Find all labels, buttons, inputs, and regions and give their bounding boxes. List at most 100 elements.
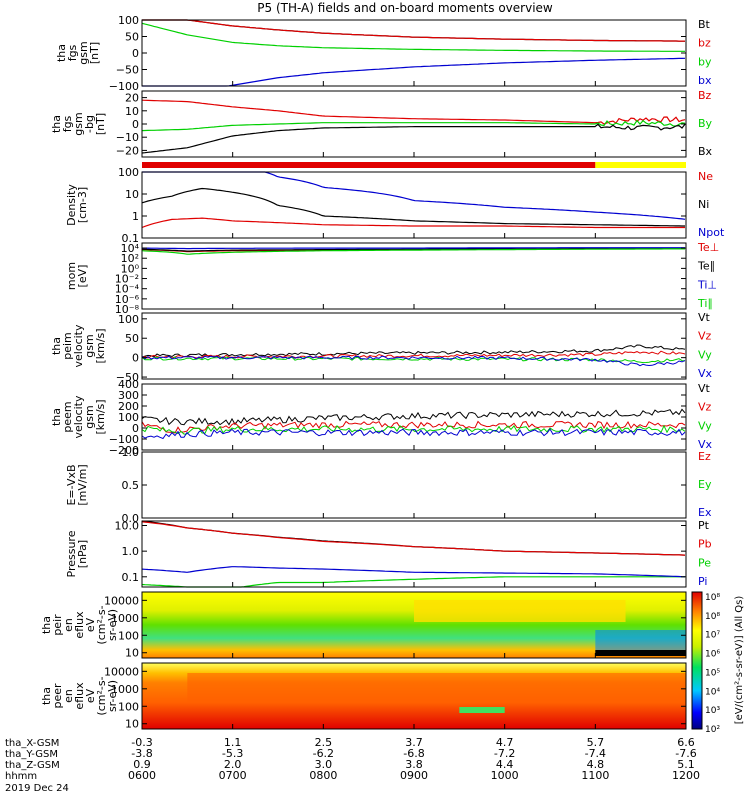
ytick-label-pressure: 10.0 [115,520,140,533]
ytick-label-peir: 10000 [104,594,139,607]
colorbar-label: 10⁴ [705,687,720,697]
ytick-label-peir: 100 [118,629,139,642]
xaxis-value: -5.3 [222,747,243,760]
xaxis-value: 2.5 [315,736,333,749]
series-fgs2-black [141,123,686,154]
ytick-label-fgs2: 0 [132,118,139,131]
ytick-label-peem: 400 [118,378,139,391]
xaxis-value: -7.6 [675,747,696,760]
xaxis-value: 0800 [309,769,337,782]
series-peem-green [141,424,686,435]
legend-mom: Te⊥ [697,241,719,254]
ytick-label-efield: 0.5 [122,479,140,492]
ytick-label-peer: 1000 [111,683,139,696]
ylabel-peem: velocity [72,395,85,438]
panel-peer: 10000 1000 100 10 thapeerenefluxeV(cm²-s-sr-… [40,662,687,731]
ytick-label-mom: 10⁻⁸ [115,303,140,316]
xaxis-value: 0.9 [133,758,151,771]
panels: 100500−50−100thafgsgsm[nT]Btbzbybx20100−… [40,14,725,731]
colorbar-label: 10⁸ [705,593,720,603]
mode-bar-yellow [595,162,686,168]
series-fgs1-black [142,19,685,42]
legend-mom: Te∥ [697,260,715,273]
colorbar: 10⁸ 10⁸ 10⁷ 10⁶ 10⁵ 10⁴ 10³ 10² [eV/(cm²-s-sr-eV… [691,591,745,735]
panel-frame-efield [141,451,687,519]
legend-efield: Ex [698,506,712,519]
series-density-red [141,217,685,229]
ytick-label-efield: 1.0 [122,446,140,459]
series-fgs2-red [141,99,686,125]
xaxis-value: 6.6 [677,736,695,749]
ylabel-peim: tha [50,337,63,355]
legend-pressure: Pi [698,575,707,588]
xaxis-value: 2.0 [224,758,242,771]
colorbar-label: 10⁷ [705,631,720,641]
legend-peim: Vx [698,367,713,380]
ylabel-peem: [km/s] [94,399,107,434]
ytick-label-mom: 10⁻⁴ [115,283,140,296]
xaxis-value: 0900 [400,769,428,782]
ylabel-efield: E=-VxB [65,464,78,505]
xaxis-value: 1200 [672,769,700,782]
peer-mid-band [187,673,687,703]
xaxis-value: 3.0 [315,758,333,771]
ylabel-peim: gsm [83,334,96,357]
legend-pressure: Pe [698,556,711,569]
ylabel-peem: peem [61,401,74,432]
xaxis-value: 1000 [491,769,519,782]
legend-peem: Vz [698,401,712,414]
ylabel-fgs2: fgs [61,115,74,132]
series-mom-blue [142,247,685,250]
legend-peem: Vt [698,382,711,395]
xaxis-row-label: tha_Z-GSM [5,760,60,771]
colorbar-label: 10⁶ [705,650,720,660]
series-fgs1-red [142,19,685,42]
ytick-label-mom: 10² [121,252,139,265]
ylabel-fgs1: gsm [77,41,90,64]
colorbar-title: [eV/(cm²-s-sr-eV)] (All Qs) [734,596,745,725]
ytick-label-fgs2: 20 [125,92,139,105]
xaxis-value: 1.1 [224,736,242,749]
ytick-label-fgs1: 100 [118,14,139,27]
xaxis-value: 0600 [128,769,156,782]
ylabel-peir: eV [84,617,97,632]
colorbar-label: 10⁸ [705,612,720,622]
ylabel-peer: tha [40,687,53,705]
ylabel-fgs2: [nT] [94,113,107,135]
ytick-label-peir: 1000 [111,612,139,625]
ylabel-peir: (cm²-s- [95,605,108,644]
xaxis-value: -6.8 [403,747,424,760]
ylabel-peim: [km/s] [94,328,107,363]
legend-fgs2: By [698,117,713,130]
ylabel-peir: peir [51,614,64,636]
ylabel-peer: en [62,689,75,703]
series-fgs2-green [141,119,686,132]
figure-title: P5 (TH-A) fields and on-board moments ov… [257,1,553,15]
legend-efield: Ey [698,478,712,491]
panel-frame-peim [141,312,687,380]
ytick-label-fgs1: −50 [116,64,139,77]
date-label: 2019 Dec 24 [5,783,69,794]
colorbar-label: 10⁵ [705,668,720,678]
mode-bar-red [142,162,596,168]
ylabel-peer: (cm²-s- [95,676,108,715]
ylabel-peir: tha [40,616,53,634]
ylabel-fgs2: gsm [72,112,85,135]
ytick-label-pressure: 0.1 [122,571,140,584]
ylabel-peim: peim [61,332,74,360]
ylabel-peem: gsm [83,405,96,428]
xaxis-row-label: hhmm [5,771,37,782]
legend-density: Ni [698,198,709,211]
peer-green-patch [459,707,505,713]
ytick-label-mom: 10⁰ [121,262,140,275]
series-density-black [141,187,685,227]
series-peem-red [141,420,686,434]
ylabel-density: Density [65,184,78,226]
legend-fgs1: by [698,55,712,68]
ylabel-peer: peer [51,683,64,709]
ytick-label-peer: 10 [125,718,139,731]
xaxis-value: 0700 [219,769,247,782]
series-pressure-blue [141,566,686,578]
